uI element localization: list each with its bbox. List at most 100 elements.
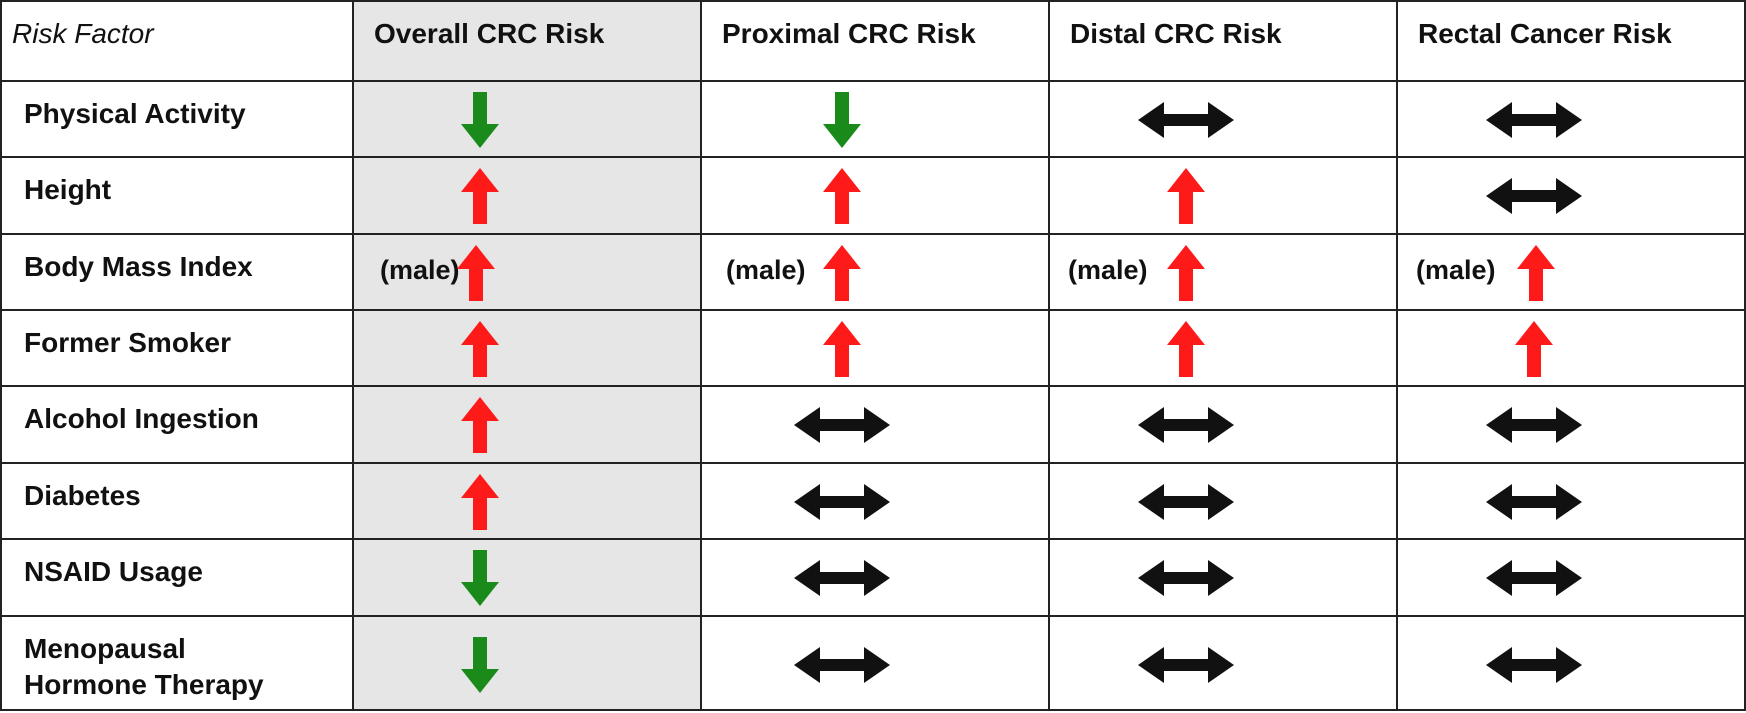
up-arrow-shape: [457, 244, 495, 301]
table-body: Physical Activity Height Body Mass Index (m…: [0, 79, 1746, 712]
no-association-arrow-icon: [794, 407, 890, 444]
decreased-risk-arrow-icon: [461, 636, 499, 693]
neutral-arrow-shape: [1486, 560, 1582, 597]
factor-label: Former Smoker: [24, 325, 231, 361]
risk-cell-content: [702, 540, 1048, 614]
sex-qualifier-note: (male): [380, 254, 460, 285]
proximal-risk-cell: [700, 156, 1050, 235]
header-risk-factor-label: Risk Factor: [12, 18, 154, 49]
proximal-risk-cell: [700, 614, 1050, 712]
factor-label-line: Body Mass Index: [24, 250, 253, 282]
up-arrow-shape: [461, 397, 499, 454]
neutral-arrow-shape: [1486, 407, 1582, 444]
neutral-arrow-shape: [1486, 178, 1582, 215]
rectal-risk-cell: [1396, 309, 1746, 388]
risk-cell-content: [1398, 387, 1744, 461]
distal-risk-cell: [1048, 385, 1398, 464]
proximal-risk-cell: (male): [700, 232, 1050, 312]
increased-risk-arrow-icon: [461, 397, 499, 454]
factor-cell: Menopausal Hormone Therapy: [0, 614, 354, 712]
proximal-risk-cell: [700, 385, 1050, 464]
proximal-risk-cell: [700, 79, 1050, 159]
factor-label-line: Menopausal: [24, 632, 186, 664]
neutral-arrow-shape: [1138, 646, 1234, 683]
up-arrow-shape: [461, 168, 499, 225]
header-rectal-cancer-risk-label: Rectal Cancer Risk: [1418, 18, 1672, 49]
up-arrow-shape: [1517, 244, 1555, 301]
header-distal-crc-risk-label: Distal CRC Risk: [1070, 18, 1282, 49]
factor-label-line: Physical Activity: [24, 98, 246, 129]
increased-risk-arrow-icon: [457, 244, 495, 301]
header-overall-crc-risk-label: Overall CRC Risk: [374, 18, 605, 49]
factor-label: NSAID Usage: [24, 554, 203, 590]
risk-cell-content: [1050, 82, 1396, 156]
no-association-arrow-icon: [1486, 407, 1582, 444]
no-association-arrow-icon: [1138, 646, 1234, 683]
no-association-arrow-icon: [794, 483, 890, 520]
no-association-arrow-icon: [1486, 483, 1582, 520]
decreased-risk-arrow-icon: [461, 550, 499, 607]
increased-risk-arrow-icon: [461, 168, 499, 225]
factor-label-line: Hormone Therapy: [24, 668, 264, 700]
neutral-arrow-shape: [1138, 407, 1234, 444]
risk-cell-content: [354, 617, 700, 709]
header-distal-crc-risk: Distal CRC Risk: [1048, 0, 1398, 82]
risk-cell-content: [354, 464, 700, 538]
decreased-risk-arrow-icon: [823, 92, 861, 148]
no-association-arrow-icon: [1138, 483, 1234, 520]
increased-risk-arrow-icon: [1517, 244, 1555, 301]
table-row-nsaid-usage: NSAID Usage: [0, 538, 1746, 617]
up-arrow-shape: [461, 473, 499, 530]
overall-risk-cell: [352, 538, 702, 617]
risk-cell-content: [354, 82, 700, 156]
neutral-arrow-shape: [1486, 646, 1582, 683]
increased-risk-arrow-icon: [823, 321, 861, 378]
risk-cell-content: [702, 158, 1048, 232]
up-arrow-shape: [823, 321, 861, 378]
table-row-menopausal-hormone-therapy: Menopausal Hormone Therapy: [0, 614, 1746, 712]
proximal-risk-cell: [700, 538, 1050, 617]
decreased-risk-arrow-icon: [461, 92, 499, 148]
risk-cell-content: [702, 464, 1048, 538]
neutral-arrow-shape: [794, 483, 890, 520]
risk-cell-content: [1398, 311, 1744, 385]
distal-risk-cell: [1048, 614, 1398, 712]
risk-cell-content: [702, 617, 1048, 709]
overall-risk-cell: [352, 79, 702, 159]
table-row-alcohol-ingestion: Alcohol Ingestion: [0, 385, 1746, 464]
risk-cell-content: [1398, 158, 1744, 232]
factor-label-line: NSAID Usage: [24, 556, 203, 588]
up-arrow-shape: [1167, 244, 1205, 301]
overall-risk-cell: [352, 156, 702, 235]
down-arrow-shape: [461, 92, 499, 148]
factor-label-line: Height: [24, 174, 112, 206]
factor-cell: Physical Activity: [0, 79, 354, 159]
no-association-arrow-icon: [1486, 102, 1582, 138]
header-proximal-crc-risk: Proximal CRC Risk: [700, 0, 1050, 82]
risk-cell-content: [1398, 464, 1744, 538]
table-row-body-mass-index: Body Mass Index (male) (male) (male) (male): [0, 232, 1746, 312]
overall-risk-cell: [352, 461, 702, 541]
distal-risk-cell: [1048, 79, 1398, 159]
risk-cell-content: [1050, 311, 1396, 385]
risk-cell-content: (male): [1398, 235, 1744, 309]
neutral-arrow-shape: [1486, 483, 1582, 520]
table-row-physical-activity: Physical Activity: [0, 79, 1746, 159]
neutral-arrow-shape: [794, 407, 890, 444]
no-association-arrow-icon: [1138, 407, 1234, 444]
neutral-arrow-shape: [1138, 483, 1234, 520]
up-arrow-shape: [1515, 321, 1553, 378]
factor-label-line: Diabetes: [24, 479, 141, 511]
increased-risk-arrow-icon: [1167, 168, 1205, 225]
no-association-arrow-icon: [1486, 178, 1582, 215]
no-association-arrow-icon: [1138, 560, 1234, 597]
factor-label-line: Former Smoker: [24, 327, 231, 359]
risk-cell-content: [1398, 540, 1744, 614]
down-arrow-shape: [823, 92, 861, 148]
overall-risk-cell: [352, 309, 702, 388]
risk-cell-content: [1050, 158, 1396, 232]
overall-risk-cell: [352, 385, 702, 464]
factor-cell: Body Mass Index: [0, 232, 354, 312]
factor-cell: Height: [0, 156, 354, 235]
